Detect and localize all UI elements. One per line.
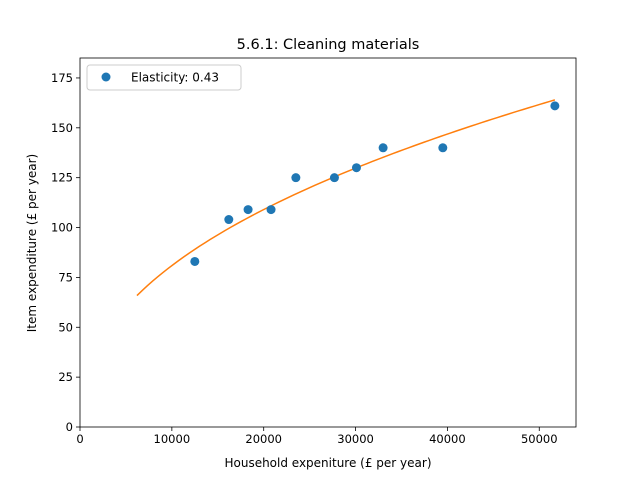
- plot-area: 0 10000 20000 30000 40000 50000 0 25 50 75 100 125 1…: [51, 57, 577, 446]
- x-tick-label: 10000: [154, 432, 191, 446]
- data-point: [329, 173, 339, 183]
- y-tick-label: 150: [51, 121, 73, 135]
- fit-curve-line: [136, 99, 556, 297]
- axes-frame: [79, 57, 577, 428]
- y-tick-label: 50: [58, 320, 73, 334]
- x-tick-label: 30000: [337, 432, 374, 446]
- data-point: [243, 205, 253, 215]
- data-point: [266, 205, 276, 215]
- data-point: [351, 163, 361, 173]
- x-tick-label: 0: [76, 432, 83, 446]
- y-tick-label: 75: [58, 270, 73, 284]
- y-tick-label: 100: [51, 221, 73, 235]
- legend-box: [86, 64, 242, 91]
- y-tick-label: 125: [51, 171, 73, 185]
- data-point: [550, 101, 560, 111]
- data-point: [224, 215, 234, 225]
- x-tick-label: 50000: [521, 432, 558, 446]
- data-point: [291, 173, 301, 183]
- x-tick-label: 20000: [245, 432, 282, 446]
- data-point: [438, 143, 448, 153]
- x-tick-label: 40000: [429, 432, 466, 446]
- x-axis-label: Household expeniture (£ per year): [224, 456, 431, 470]
- y-tick-label: 175: [51, 71, 73, 85]
- chart-title: 5.6.1: Cleaning materials: [237, 37, 420, 53]
- y-axis-label: Item expenditure (£ per year): [25, 154, 39, 332]
- data-point: [378, 143, 388, 153]
- legend-marker: [101, 72, 111, 82]
- y-tick-label: 25: [58, 370, 73, 384]
- legend-label: Elasticity: 0.43: [131, 71, 219, 85]
- data-point: [190, 256, 200, 266]
- y-tick-label: 0: [66, 420, 73, 434]
